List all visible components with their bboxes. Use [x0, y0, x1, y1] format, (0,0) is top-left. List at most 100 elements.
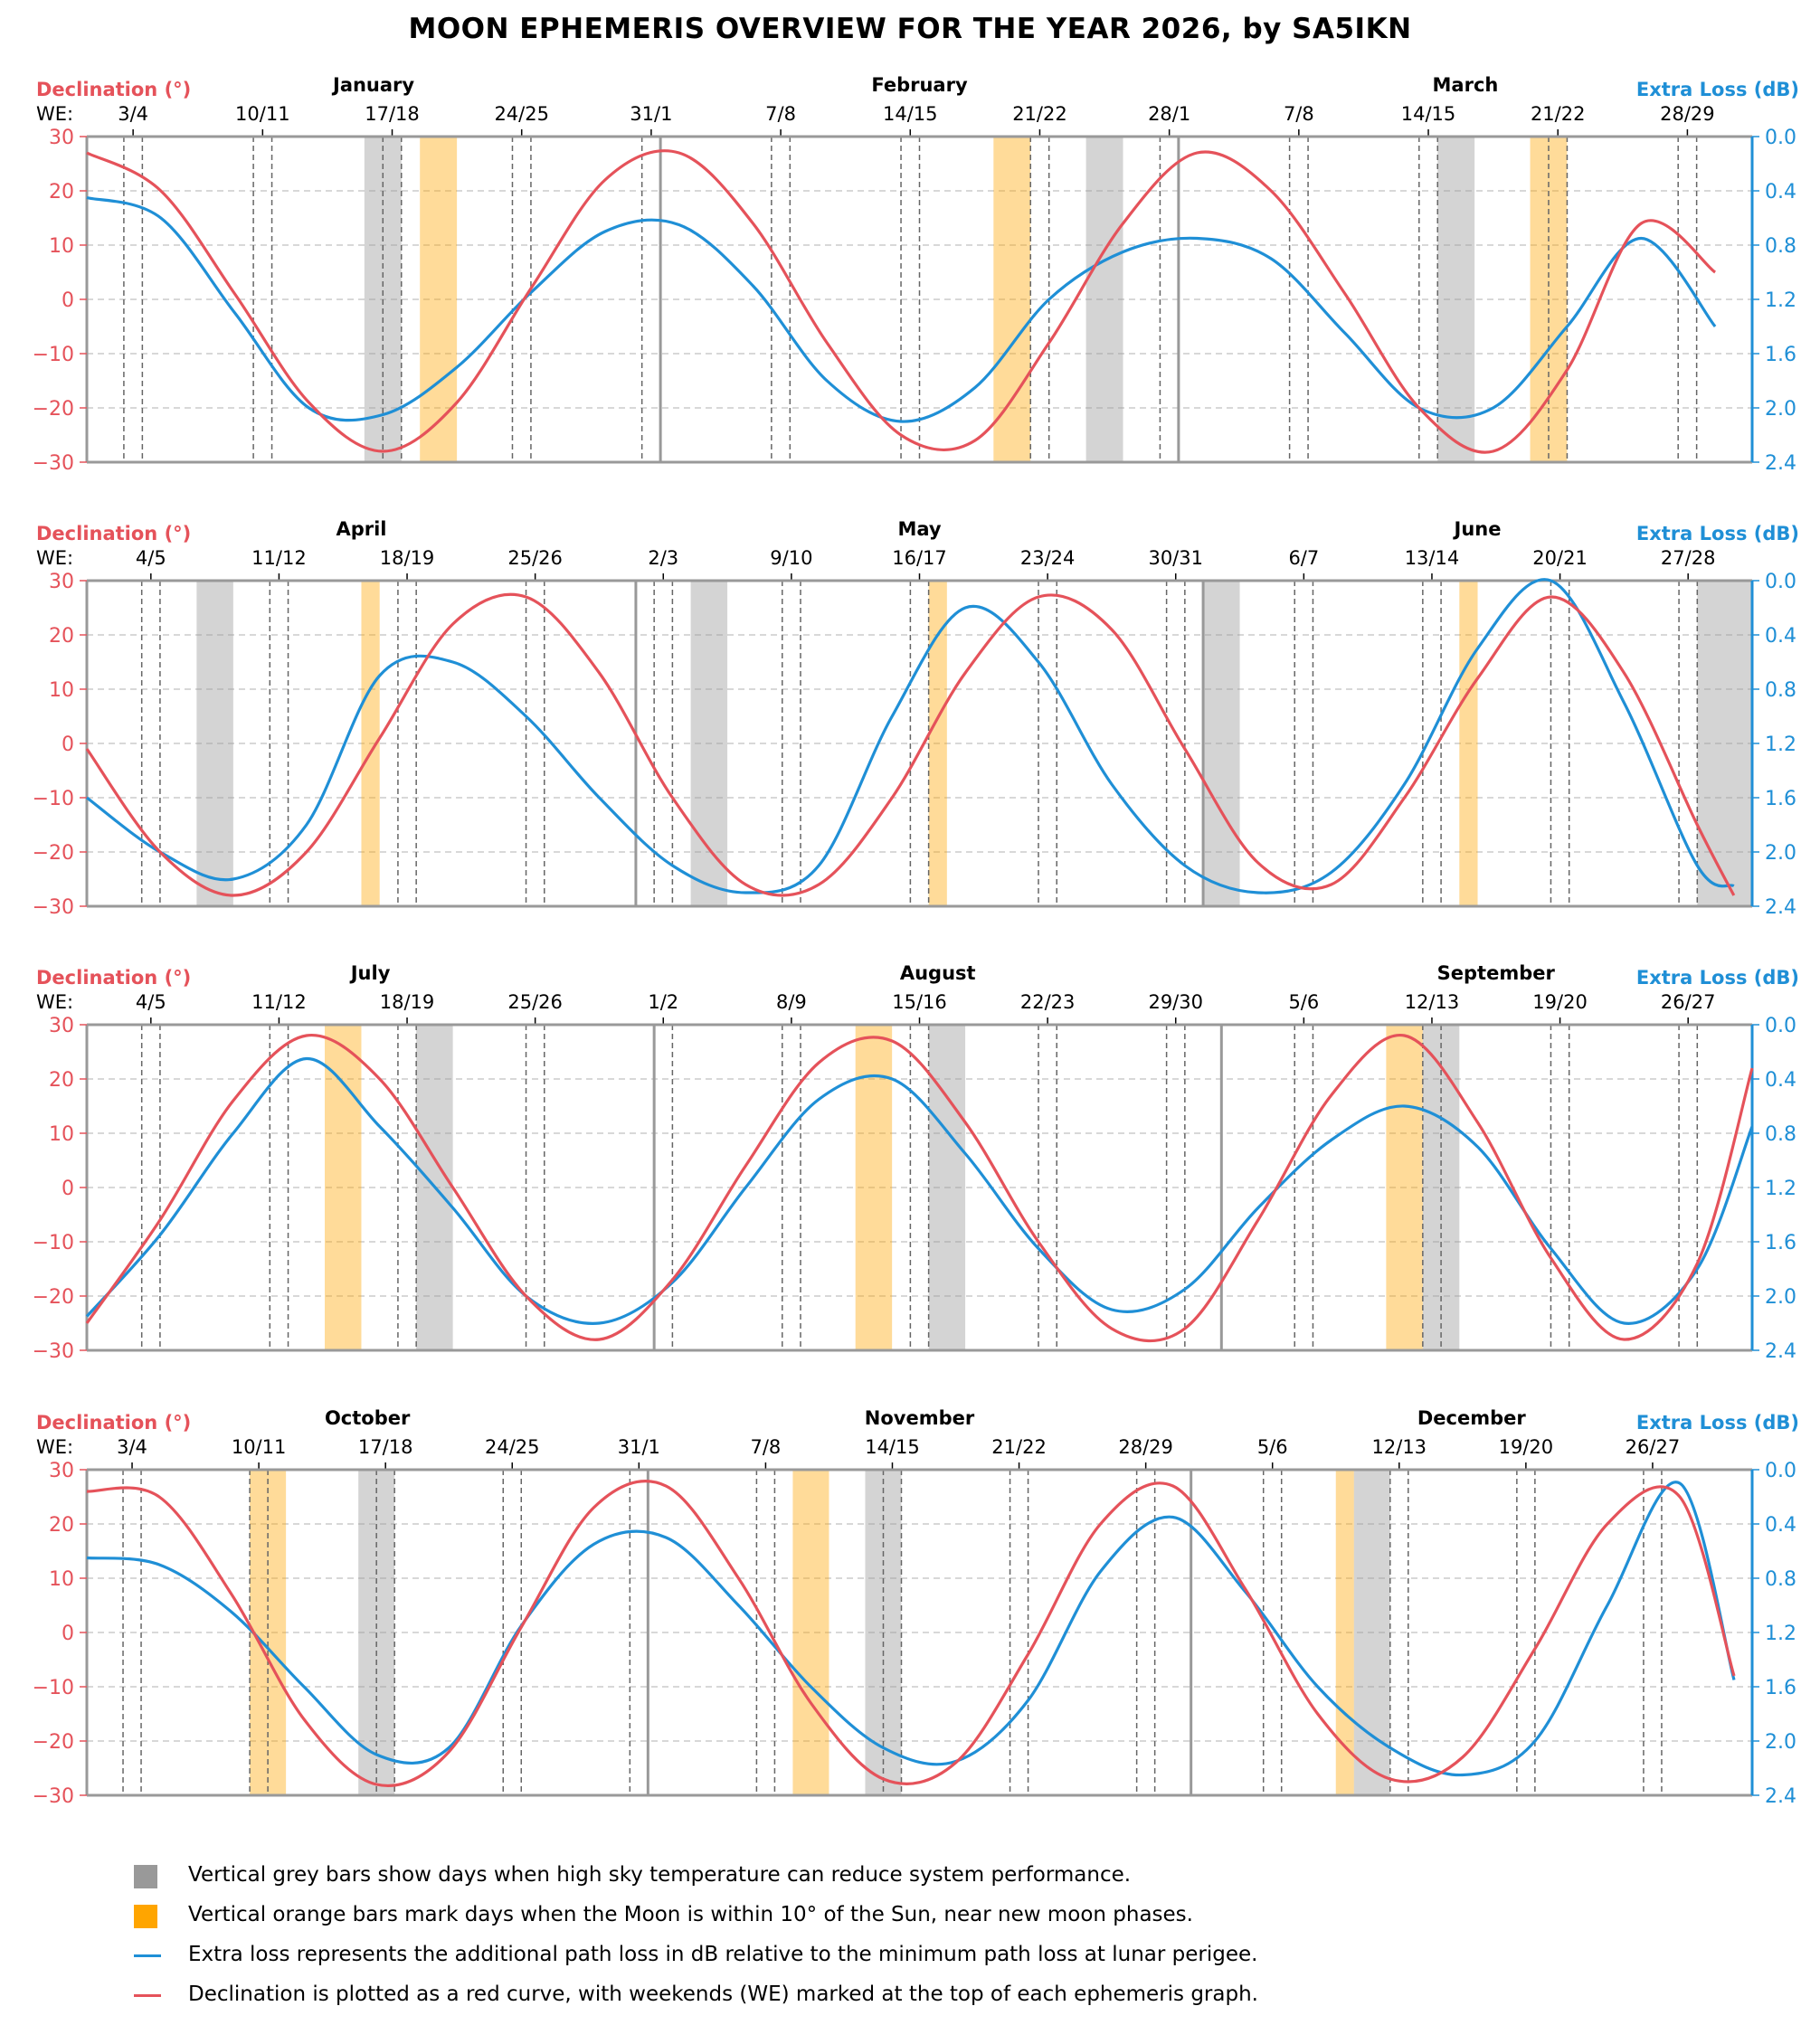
right-tick-label: 0.8	[1765, 1123, 1796, 1146]
month-label: March	[1433, 74, 1499, 96]
weekend-label: 19/20	[1532, 991, 1588, 1013]
weekend-label: 16/17	[892, 547, 947, 569]
sun-proximity-bar	[420, 137, 458, 462]
sky-temperature-bar	[1353, 1470, 1390, 1795]
left-tick-label: 0	[62, 1623, 74, 1645]
left-tick-label: −30	[33, 452, 74, 475]
sun-proximity-bar	[993, 137, 1031, 462]
weekend-label: 14/15	[865, 1436, 920, 1458]
weekend-label: 27/28	[1661, 547, 1716, 569]
left-tick-label: 10	[49, 1568, 74, 1591]
panel-2: 4/5 11/12 18/19 25/26 2/3 9/10 16/17 23/24 30/31…	[33, 518, 1799, 919]
left-tick-label: −10	[33, 1232, 74, 1254]
sun-proximity-bar	[1386, 1025, 1423, 1350]
weekend-label: 5/6	[1257, 1436, 1288, 1458]
weekend-label: 17/18	[365, 103, 420, 125]
left-axis-label: Declination (°)	[36, 967, 191, 989]
month-label: February	[871, 74, 968, 96]
weekend-label: 25/26	[507, 991, 563, 1013]
left-axis-label: Declination (°)	[36, 79, 191, 100]
right-tick-label: 1.2	[1765, 289, 1796, 312]
sky-temperature-bar	[1085, 137, 1123, 462]
left-tick-label: −20	[33, 398, 74, 421]
weekend-label: 28/29	[1118, 1436, 1173, 1458]
left-tick-label: −30	[33, 1785, 74, 1808]
weekend-label: 13/14	[1405, 547, 1460, 569]
red-line-icon	[134, 1994, 161, 1997]
legend-item-grey: Vertical grey bars show days when high s…	[134, 1859, 1672, 1890]
legend-text: Declination is plotted as a red curve, w…	[188, 1982, 1258, 2006]
weekend-label: 31/1	[630, 103, 672, 125]
legend-item-red: Declination is plotted as a red curve, w…	[134, 1979, 1672, 2010]
weekend-label: 30/31	[1148, 547, 1203, 569]
left-tick-label: 20	[49, 625, 74, 648]
right-tick-label: 0.0	[1765, 1015, 1796, 1037]
weekend-label: 22/23	[1020, 991, 1076, 1013]
weekend-label: 4/5	[136, 547, 166, 569]
month-label: September	[1437, 962, 1556, 984]
weekend-axis-label: WE:	[36, 1436, 73, 1458]
right-axis-label: Extra Loss (dB)	[1636, 1412, 1799, 1434]
weekend-label: 18/19	[380, 991, 435, 1013]
weekend-axis-label: WE:	[36, 991, 73, 1013]
month-label: July	[349, 962, 391, 984]
weekend-label: 8/9	[776, 991, 807, 1013]
sun-proximity-bar	[928, 581, 947, 906]
weekend-label: 17/18	[358, 1436, 413, 1458]
sun-proximity-bar	[1335, 1470, 1354, 1795]
weekend-label: 3/4	[118, 103, 148, 125]
right-tick-label: 2.4	[1765, 452, 1796, 475]
month-label: December	[1417, 1407, 1527, 1429]
sun-proximity-bar	[325, 1025, 362, 1350]
declination-line	[85, 1033, 1754, 1343]
left-tick-label: 0	[62, 289, 74, 312]
weekend-label: 11/12	[251, 547, 307, 569]
weekend-label: 12/13	[1405, 991, 1460, 1013]
weekend-label: 11/12	[251, 991, 307, 1013]
extra-loss-line	[86, 578, 1735, 894]
declination-line	[86, 1479, 1736, 1787]
left-tick-label: 30	[49, 127, 74, 149]
right-tick-label: 0.0	[1765, 1460, 1796, 1482]
sun-proximity-bar	[361, 581, 380, 906]
left-tick-label: −20	[33, 1286, 74, 1309]
right-tick-label: 1.6	[1765, 788, 1796, 810]
left-tick-label: −10	[33, 344, 74, 366]
weekend-label: 4/5	[136, 991, 166, 1013]
weekend-label: 25/26	[507, 547, 563, 569]
right-tick-label: 1.6	[1765, 1232, 1796, 1254]
right-tick-label: 0.4	[1765, 625, 1796, 648]
right-tick-label: 0.0	[1765, 127, 1796, 149]
right-tick-label: 2.0	[1765, 398, 1796, 421]
right-tick-label: 0.4	[1765, 1069, 1796, 1092]
legend-item-orange: Vertical orange bars mark days when the …	[134, 1899, 1672, 1930]
right-tick-label: 2.0	[1765, 1731, 1796, 1754]
weekend-label: 7/8	[751, 1436, 782, 1458]
weekend-label: 24/25	[494, 103, 549, 125]
right-tick-label: 1.2	[1765, 1178, 1796, 1200]
chart-title: MOON EPHEMERIS OVERVIEW FOR THE YEAR 202…	[408, 13, 1412, 45]
orange-square-icon	[134, 1905, 157, 1928]
weekend-label: 10/11	[235, 103, 290, 125]
right-tick-label: 0.0	[1765, 571, 1796, 593]
sky-temperature-bar	[1437, 137, 1475, 462]
weekend-label: 31/1	[618, 1436, 660, 1458]
left-tick-label: 0	[62, 1178, 74, 1200]
extra-loss-line	[85, 1056, 1754, 1325]
weekend-label: 28/1	[1148, 103, 1190, 125]
weekend-label: 2/3	[648, 547, 678, 569]
weekend-label: 12/13	[1372, 1436, 1427, 1458]
left-tick-label: 30	[49, 1015, 74, 1037]
weekend-label: 6/7	[1288, 547, 1319, 569]
weekend-label: 21/22	[1531, 103, 1586, 125]
left-tick-label: 10	[49, 679, 74, 702]
right-tick-label: 2.0	[1765, 842, 1796, 865]
weekend-label: 23/24	[1020, 547, 1076, 569]
right-tick-label: 2.0	[1765, 1286, 1796, 1309]
extra-loss-line	[86, 195, 1717, 423]
weekend-label: 10/11	[232, 1436, 287, 1458]
blue-line-icon	[134, 1954, 161, 1957]
weekend-label: 26/27	[1661, 991, 1716, 1013]
right-tick-label: 1.6	[1765, 1677, 1796, 1699]
panel-3: 4/5 11/12 18/19 25/26 1/2 8/9 15/16 22/23 29/30 5…	[33, 962, 1799, 1363]
